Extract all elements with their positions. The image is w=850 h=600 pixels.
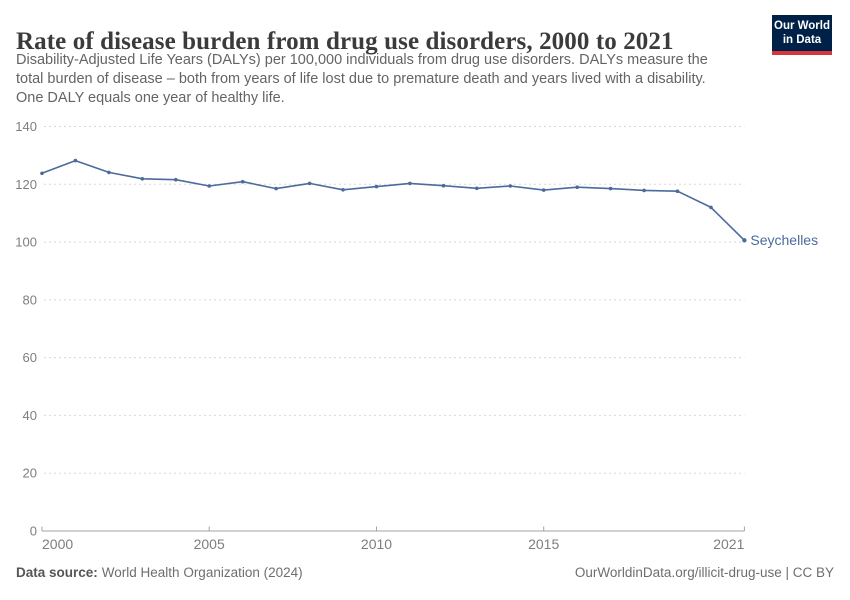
data-point[interactable] bbox=[374, 184, 379, 189]
page-title: Rate of disease burden from drug use dis… bbox=[16, 27, 674, 55]
y-tick-label: 60 bbox=[23, 350, 37, 365]
data-point[interactable] bbox=[408, 181, 412, 186]
y-tick-label: 20 bbox=[23, 466, 37, 481]
data-point[interactable] bbox=[475, 186, 479, 191]
data-point[interactable] bbox=[341, 188, 345, 192]
data-point[interactable] bbox=[742, 238, 747, 243]
data-point[interactable] bbox=[140, 177, 145, 181]
x-tick-label: 2021 bbox=[713, 536, 744, 552]
data-point[interactable] bbox=[675, 189, 680, 193]
data-point[interactable] bbox=[274, 186, 278, 191]
x-tick-label: 2005 bbox=[194, 536, 225, 552]
data-point[interactable] bbox=[608, 186, 613, 191]
data-point[interactable] bbox=[73, 158, 78, 163]
data-point[interactable] bbox=[541, 188, 546, 192]
y-tick-label: 0 bbox=[30, 524, 37, 539]
y-tick-label: 100 bbox=[15, 235, 37, 250]
data-point[interactable] bbox=[642, 188, 646, 193]
subtitle-line: One DALY equals one year of healthy life… bbox=[16, 90, 285, 106]
x-tick-label: 2015 bbox=[528, 536, 559, 552]
x-tick-label: 2000 bbox=[42, 536, 73, 552]
data-source-label: Data source: bbox=[16, 565, 98, 580]
data-source-value: World Health Organization (2024) bbox=[101, 565, 303, 580]
y-tick-label: 120 bbox=[15, 177, 37, 192]
data-point[interactable] bbox=[40, 171, 44, 176]
subtitle-line: Disability-Adjusted Life Years (DALYs) p… bbox=[16, 52, 708, 68]
data-point[interactable] bbox=[709, 205, 713, 210]
data-point[interactable] bbox=[508, 184, 513, 188]
data-point[interactable] bbox=[240, 179, 245, 184]
data-point[interactable] bbox=[575, 185, 579, 189]
chart-subtitle: Disability-Adjusted Life Years (DALYs) p… bbox=[16, 51, 708, 108]
owid-logo-line1: Our World bbox=[774, 20, 831, 32]
data-point[interactable] bbox=[174, 177, 178, 182]
y-tick-label: 140 bbox=[15, 119, 37, 134]
data-point[interactable] bbox=[307, 181, 312, 186]
chart-footer: Data source: World Health Organization (2… bbox=[16, 565, 834, 580]
series-line-seychelles[interactable] bbox=[41, 159, 745, 241]
y-tick-label: 40 bbox=[23, 408, 37, 423]
series-end-label[interactable]: Seychelles bbox=[750, 232, 818, 248]
data-point[interactable] bbox=[207, 184, 211, 188]
data-point[interactable] bbox=[441, 183, 446, 188]
data-point[interactable] bbox=[107, 170, 111, 175]
owid-logo[interactable]: Our World in Data bbox=[772, 15, 832, 55]
data-source: Data source: World Health Organization (2… bbox=[16, 565, 303, 580]
x-tick-label: 2010 bbox=[361, 536, 392, 552]
subtitle-line: total burden of disease – both from year… bbox=[16, 71, 706, 87]
license-link[interactable]: OurWorldinData.org/illicit-drug-use | CC… bbox=[574, 565, 834, 580]
y-tick-label: 80 bbox=[23, 292, 37, 307]
owid-logo-line2: in Data bbox=[782, 33, 822, 46]
